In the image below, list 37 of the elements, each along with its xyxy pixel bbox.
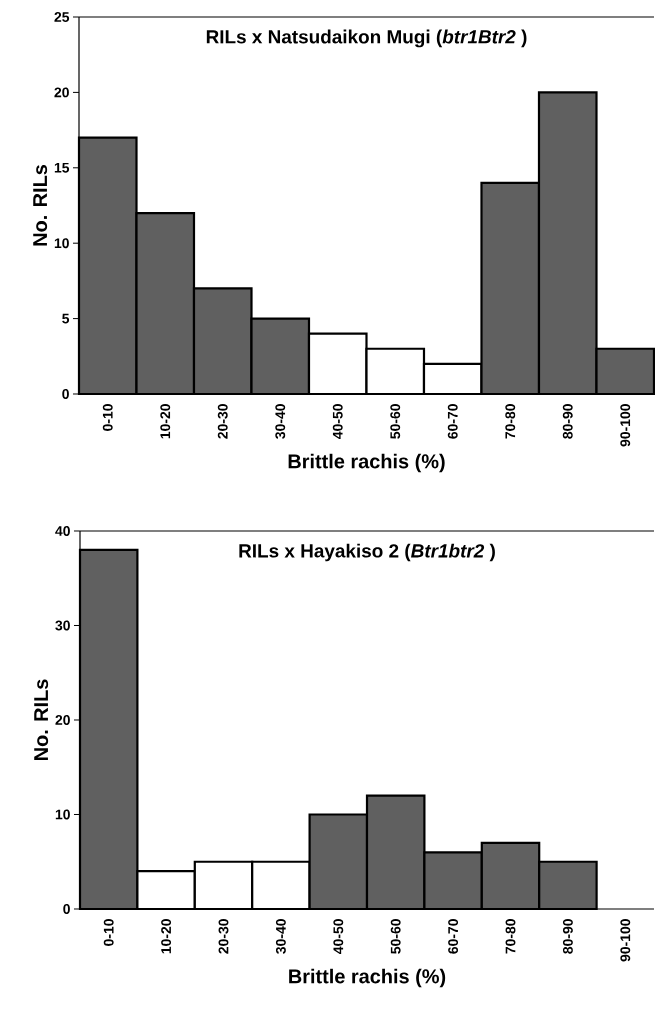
y-tick-label: 20 [55,715,70,725]
x-tick-label: 0-10 [103,919,114,946]
x-tick-label: 10-20 [161,919,172,954]
x-tick-label: 30-40 [275,404,286,439]
y-tick-label: 0 [63,904,70,914]
y-tick-label: 25 [54,12,70,22]
x-tick-label: 80-90 [562,919,573,954]
x-tick-label: 10-20 [160,404,171,439]
y-tick-label: 10 [54,238,69,249]
text: RILs x Hayakiso 2 (Btr1btr2 ) [239,543,495,562]
x-tick-label: 50-60 [390,404,401,439]
x-tick-label: 60-70 [448,919,459,954]
y-tick-label: 10 [55,809,70,820]
y-tick-label: 20 [54,87,69,98]
text: RILs x Natsudaikon Mugi (btr1Btr2 ) [206,29,527,48]
x-axis-title: Brittle rachis (%) [288,453,445,473]
y-axis-title: No. RILs [33,164,48,246]
y-tick-label: 0 [62,389,69,399]
x-axis-title: Brittle rachis (%) [289,968,446,988]
y-tick-label: 30 [55,620,70,631]
y-tick-label: 40 [55,526,70,536]
x-tick-label: 80-90 [562,404,573,439]
x-tick-label: 50-60 [390,919,401,954]
y-axis-title: No. RILs [34,679,49,760]
x-tick-label: 70-80 [505,919,516,954]
x-tick-label: 40-50 [333,919,344,954]
x-tick-label: 90-100 [620,919,631,962]
x-tick-label: 20-30 [217,404,228,439]
x-tick-label: 40-50 [332,404,343,439]
x-tick-label: 20-30 [218,919,229,954]
x-tick-label: 30-40 [275,919,286,954]
x-tick-label: 60-70 [447,404,458,439]
y-tick-label: 5 [62,313,70,324]
x-tick-label: 90-100 [620,404,631,447]
y-tick-label: 15 [54,162,70,173]
x-tick-label: 0-10 [102,404,113,431]
x-tick-label: 70-80 [505,404,516,439]
